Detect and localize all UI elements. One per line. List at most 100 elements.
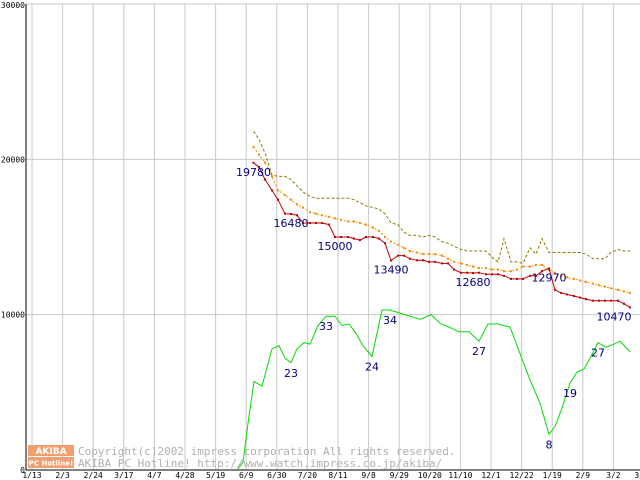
price-data-label: 12970 <box>532 272 567 285</box>
average-price-point <box>510 270 512 273</box>
store-count-label: 34 <box>383 314 397 327</box>
min-price-point <box>258 166 260 169</box>
average-price-point <box>516 268 518 271</box>
store-count-label: 33 <box>319 320 333 333</box>
min-price-point <box>321 222 323 225</box>
x-axis-ticks: 1/13 2/3 2/24 3/17 4/7 4/28 5/19 6/9 6/30 7/20 8/1… <box>22 471 640 480</box>
x-tick-label: 7/20 <box>298 471 317 480</box>
x-tick-label: 6/9 <box>239 471 254 480</box>
min-price-point <box>529 274 531 277</box>
min-price-point <box>277 198 279 201</box>
y-axis-ticks: 0 10000 20000 30000 <box>1 1 25 475</box>
average-price-point <box>441 254 443 257</box>
average-price-point <box>623 290 625 293</box>
min-price-point <box>472 272 474 275</box>
min-price-point <box>334 236 336 238</box>
min-price-point <box>466 271 468 274</box>
x-tick-label: 9/8 <box>361 471 376 480</box>
average-price-point <box>491 268 493 271</box>
average-price-point <box>610 287 612 290</box>
min-price-point <box>598 299 600 302</box>
min-price-point <box>390 259 392 262</box>
x-tick-label: 12/22 <box>510 471 534 480</box>
average-price-point <box>403 246 405 249</box>
average-price-point <box>271 175 273 178</box>
max-price-line <box>253 131 630 264</box>
min-price-point <box>296 214 298 217</box>
min-price-point <box>315 222 317 225</box>
average-price-point <box>290 198 292 201</box>
min-price-point <box>460 271 462 274</box>
min-price-point <box>485 273 487 276</box>
y-tick-label: 10000 <box>1 311 25 320</box>
x-tick-label: 3/2 <box>606 471 621 480</box>
average-price-point <box>258 153 260 156</box>
average-price-point <box>579 279 581 282</box>
average-price-point <box>252 145 255 148</box>
y-tick-label: 0 <box>20 466 25 475</box>
x-tick-label: 2/24 <box>84 471 103 480</box>
min-price-point <box>441 262 443 265</box>
x-tick-label: 5/19 <box>206 471 225 480</box>
x-tick-label: 4/7 <box>147 471 162 480</box>
logo-hotline-text: PC Hotline! <box>29 460 73 468</box>
x-tick-label: 8/11 <box>328 471 347 480</box>
x-tick-label: 2/3 <box>55 471 70 480</box>
min-price-point <box>264 178 266 181</box>
min-price-line <box>253 162 631 308</box>
price-data-label: 16480 <box>274 217 309 230</box>
average-price-point <box>397 243 399 246</box>
x-tick-label: 4/28 <box>175 471 194 480</box>
y-tick-label: 30000 <box>1 1 25 10</box>
average-price-point <box>560 274 562 277</box>
price-data-label: 13490 <box>374 263 409 276</box>
average-price-point <box>472 265 474 268</box>
y-tick-label: 20000 <box>1 155 25 164</box>
x-tick-label: 11/10 <box>448 471 472 480</box>
average-price-point <box>585 281 587 284</box>
min-price-point <box>497 273 499 276</box>
average-price-point <box>497 268 499 271</box>
data-labels: 19780 16480 15000 13490 12680 12970 10470 23 33 2… <box>236 166 632 452</box>
store-count-label: 8 <box>546 438 553 451</box>
min-price-point <box>252 161 255 164</box>
average-price-point <box>592 282 594 285</box>
min-price-point <box>554 288 556 291</box>
average-price-point <box>390 240 392 243</box>
min-price-point <box>422 259 424 262</box>
min-price-point <box>397 254 399 257</box>
average-price-point <box>334 217 336 220</box>
min-price-point <box>522 277 524 280</box>
min-price-point <box>284 212 286 215</box>
average-price-point <box>321 214 323 217</box>
min-price-point <box>428 260 430 263</box>
average-price-point <box>284 194 286 197</box>
min-price-point <box>453 268 455 271</box>
min-price-point <box>510 277 512 280</box>
min-price-point <box>516 277 518 280</box>
min-price-point <box>503 274 505 277</box>
average-price-point <box>434 253 436 256</box>
average-price-point <box>522 265 524 268</box>
average-price-point <box>428 253 430 256</box>
average-price-point <box>340 218 342 221</box>
min-price-point <box>573 295 575 298</box>
average-price-point <box>598 284 600 287</box>
average-price-point <box>466 263 468 266</box>
min-price-point <box>579 296 581 299</box>
min-price-point <box>378 237 380 240</box>
store-count-label: 24 <box>365 361 379 374</box>
store-count-label: 27 <box>591 347 605 360</box>
min-price-point <box>610 299 612 302</box>
x-tick-label: 3/23 <box>634 471 640 480</box>
average-price-line <box>253 146 631 294</box>
copyright-watermark: AKIBA PC Hotline! Copyright(c)2002 impre… <box>28 445 456 470</box>
min-price-point <box>340 236 342 238</box>
average-price-point <box>264 161 266 164</box>
min-price-point <box>592 299 594 302</box>
average-price-point <box>277 189 279 192</box>
store-count-label: 23 <box>284 367 298 380</box>
average-price-point <box>302 206 304 209</box>
average-price-point <box>541 263 543 266</box>
